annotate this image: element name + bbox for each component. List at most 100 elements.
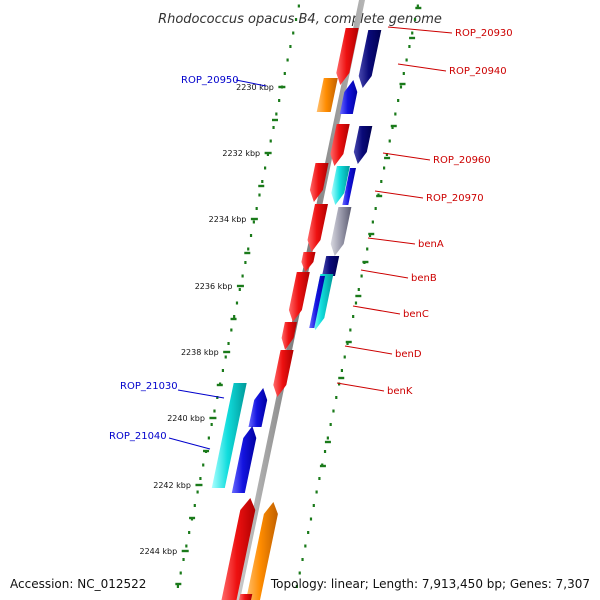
kbp-minor-tick [216,383,223,387]
track-dot-left [182,558,185,561]
gene-feature-cyan [331,166,350,205]
kbp-tick-mark [250,217,258,221]
track-dot-left [297,4,300,8]
track-dot-right [383,166,386,170]
track-dot-left [247,247,250,251]
kbp-tick-label: 2240 kbp [167,414,205,423]
track-dot-left [269,139,272,143]
track-dot-right [374,207,377,210]
track-dot-left [294,18,298,21]
track-dot-right [416,4,419,8]
gene-feature-blue [231,426,257,493]
track-dot-right [315,490,318,494]
track-dot-left [255,207,258,210]
gene-feature-blue [309,276,325,328]
track-dot-right [338,382,341,386]
gene-label-rop-20970: ROP_20970 [426,193,484,204]
kbp-tick-label: 2232 kbp [222,149,260,158]
track-dot-left [210,423,213,426]
track-dot-right [301,558,304,561]
gene-label-rop-21040: ROP_21040 [109,431,167,442]
track-dot-right [307,531,310,534]
kbp-tick-label: 2236 kbp [195,282,233,291]
gene-leader-line [382,152,431,161]
track-dot-left [179,571,182,575]
gene-feature-blue [248,388,268,427]
track-dot-left [261,180,264,183]
accession-text: Accession: NC_012522 [10,577,147,591]
track-dot-right [343,355,346,359]
track-dot-right [340,369,344,372]
gene-leader-line [235,79,267,87]
gene-feature-red [301,252,316,272]
track-minor-tick [384,156,391,160]
gene-feature-red [221,498,256,600]
track-dot-left [207,436,210,440]
track-dot-left [176,585,180,588]
track-dot-left [264,166,267,170]
track-dot-right [413,18,417,21]
kbp-tick-label: 2238 kbp [181,348,219,357]
track-dot-right [391,126,394,129]
gene-feature-blue [342,168,356,205]
track-dot-right [354,301,358,305]
gene-label-rop-20940: ROP_20940 [449,66,507,77]
track-dot-right [304,544,307,548]
track-dot-left [227,342,230,345]
track-dot-right [332,409,335,413]
gene-feature-red [309,163,329,202]
gene-feature-navy [353,126,373,164]
gene-label-rop-20930: ROP_20930 [455,28,513,39]
track-dot-left [278,99,281,102]
gene-feature-red [239,594,253,600]
gene-leader-line [374,190,424,199]
gene-feature-red [273,350,294,397]
track-minor-tick [390,124,397,128]
kbp-tick-mark [181,549,189,553]
kbp-tick-label: 2244 kbp [140,547,178,556]
gene-leader-line [168,437,211,450]
track-dot-left [213,409,216,413]
track-minor-tick [376,194,383,198]
gene-feature-grey [330,207,352,256]
kbp-tick-mark [195,483,203,487]
track-dot-left [283,72,286,75]
track-dot-right [385,153,389,156]
track-dot-right [346,342,349,345]
gene-features [211,28,382,600]
track-dot-right [402,72,405,75]
track-dot-right [394,112,397,116]
gene-label-rop-20950: ROP_20950 [181,75,239,86]
kbp-tick-label: 2242 kbp [153,481,191,490]
track-dot-right [326,436,329,440]
kbp-minor-tick [189,516,196,520]
track-minor-tick [319,464,326,468]
kbp-minor-tick [230,317,237,321]
track-minor-tick [415,6,422,10]
track-dot-right [397,99,400,102]
gene-feature-red [336,28,359,85]
track-dot-left [252,220,255,224]
gene-label-bend: benD [395,349,422,360]
gene-leader-line [336,382,385,392]
track-dot-left [249,234,253,237]
track-dot-left [292,31,295,35]
track-dot-left [188,531,191,534]
track-dot-left [216,396,219,399]
track-dot-right [411,31,414,35]
gene-label-bena: benA [418,239,444,250]
kbp-minor-tick [272,118,278,122]
track-dot-left [289,45,292,48]
gene-feature-blue [339,80,358,114]
kbp-minor-tick [258,184,265,188]
gene-feature-red [330,124,350,166]
track-dot-right [323,450,327,453]
track-dot-left [196,490,199,494]
kbp-tick-mark [209,416,217,420]
kbp-tick-mark [264,151,272,155]
track-dot-left [185,544,188,548]
track-minor-tick [368,232,375,236]
kbp-minor-tick [244,251,251,255]
gene-label-rop-20960: ROP_20960 [433,155,491,166]
track-dot-right [360,274,363,278]
